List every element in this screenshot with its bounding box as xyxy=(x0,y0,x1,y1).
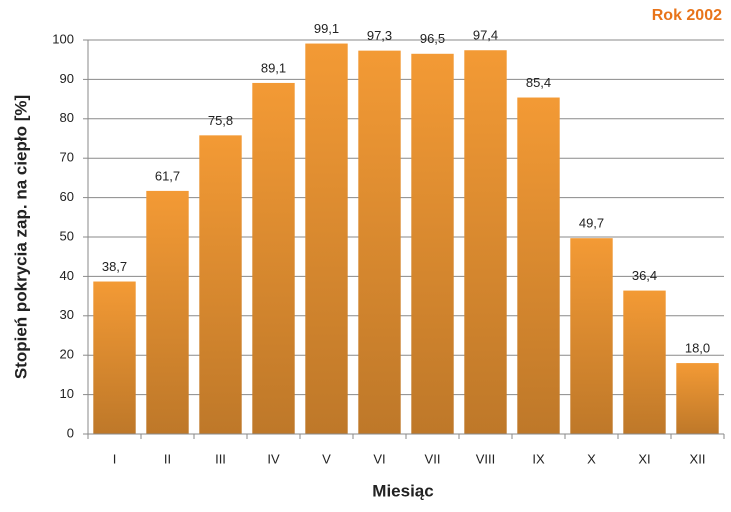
value-label: 36,4 xyxy=(632,268,657,283)
y-tick-label: 70 xyxy=(60,150,74,165)
x-tick-label: VII xyxy=(425,451,441,466)
bar xyxy=(146,190,189,434)
x-tick-label: IV xyxy=(267,451,280,466)
x-tick-label: XII xyxy=(690,451,706,466)
y-tick-label: 100 xyxy=(52,31,74,46)
bar xyxy=(199,135,242,434)
value-label: 49,7 xyxy=(579,216,604,231)
value-label: 97,3 xyxy=(367,28,392,43)
value-label: 85,4 xyxy=(526,75,551,90)
x-tick-label: III xyxy=(215,451,226,466)
y-tick-label: 10 xyxy=(60,386,74,401)
x-tick-label: X xyxy=(587,451,596,466)
bar xyxy=(411,53,454,434)
value-label: 97,4 xyxy=(473,28,498,43)
bar xyxy=(570,238,613,434)
x-tick-label: VI xyxy=(373,451,385,466)
x-tick-label: XI xyxy=(638,451,650,466)
x-tick-label: IX xyxy=(532,451,545,466)
bar xyxy=(358,50,401,434)
bar xyxy=(305,43,348,435)
y-tick-label: 0 xyxy=(67,425,74,440)
value-label: 96,5 xyxy=(420,31,445,46)
y-tick-label: 60 xyxy=(60,189,74,204)
y-tick-label: 30 xyxy=(60,307,74,322)
y-tick-label: 20 xyxy=(60,347,74,362)
value-label: 99,1 xyxy=(314,21,339,36)
value-label: 18,0 xyxy=(685,341,710,356)
x-tick-label: I xyxy=(113,451,117,466)
y-tick-label: 50 xyxy=(60,228,74,243)
y-tick-label: 40 xyxy=(60,268,74,283)
value-label: 61,7 xyxy=(155,168,180,183)
x-tick-label: II xyxy=(164,451,171,466)
x-tick-label: VIII xyxy=(476,451,496,466)
value-label: 75,8 xyxy=(208,113,233,128)
chart-title: Rok 2002 xyxy=(652,7,722,24)
y-tick-label: 90 xyxy=(60,71,74,86)
bar xyxy=(93,281,136,434)
bar xyxy=(464,50,507,435)
bar xyxy=(623,290,666,434)
y-axis-label: Stopień pokrycia zap. na ciepło [%] xyxy=(11,95,30,379)
bar xyxy=(517,97,560,435)
bar xyxy=(252,82,295,435)
value-label: 89,1 xyxy=(261,60,286,75)
x-axis-label: Miesiąc xyxy=(372,481,433,500)
x-tick-label: V xyxy=(322,451,331,466)
bar xyxy=(676,363,719,434)
value-label: 38,7 xyxy=(102,259,127,274)
y-tick-label: 80 xyxy=(60,110,74,125)
